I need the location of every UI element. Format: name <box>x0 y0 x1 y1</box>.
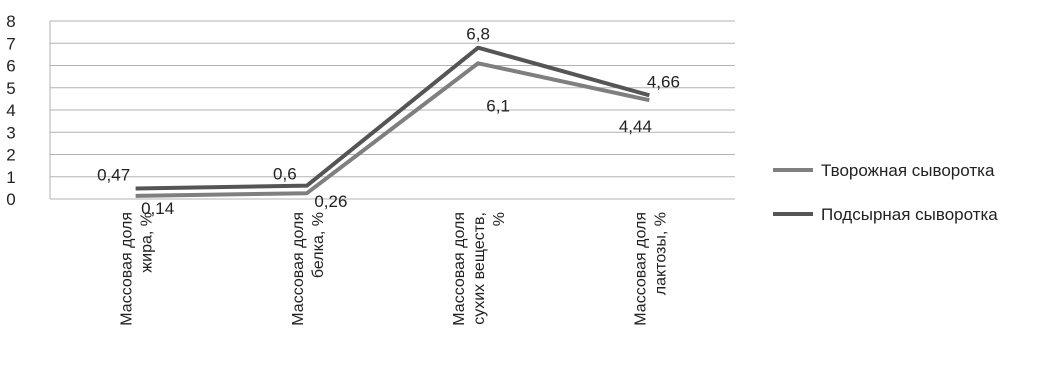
y-tick-label: 5 <box>6 79 15 98</box>
y-tick-label: 7 <box>6 34 15 53</box>
series-line-2 <box>135 45 650 191</box>
y-tick-label: 6 <box>6 57 15 76</box>
data-label: 6,8 <box>466 25 490 44</box>
y-tick-label: 3 <box>6 123 15 142</box>
x-tick-label: сухих веществ, <box>471 212 488 325</box>
y-tick-label: 4 <box>6 101 15 120</box>
x-category-label: Массовая доля сухих веществ,% <box>451 212 508 326</box>
x-category-label: Массовая доля лактозы, % <box>632 212 669 326</box>
x-tick-label: жира, % <box>139 212 156 273</box>
data-label: 0,47 <box>97 166 130 185</box>
data-label: 6,1 <box>486 96 510 115</box>
x-tick-label: белка, % <box>310 212 327 278</box>
series-line-1 <box>135 61 650 198</box>
data-label: 4,66 <box>647 72 680 91</box>
data-label: 0,6 <box>273 165 297 184</box>
x-tick-label: лактозы, % <box>652 212 669 295</box>
x-category-label: Массовая доля жира, % <box>119 212 156 326</box>
x-tick-label: Массовая доля <box>632 212 649 326</box>
legend-label: Творожная сыворотка <box>821 161 995 180</box>
x-tick-label: % <box>491 212 508 226</box>
data-label: 4,44 <box>619 117 652 136</box>
y-tick-label: 1 <box>6 168 15 187</box>
data-label: 0,14 <box>141 199 174 218</box>
y-tick-label: 2 <box>6 146 15 165</box>
y-tick-label: 8 <box>6 12 15 31</box>
legend-label: Подсырная сыворотка <box>821 205 998 224</box>
x-tick-label: Массовая доля <box>451 212 468 326</box>
x-category-label: Массовая доля белка, % <box>290 212 327 326</box>
y-tick-label: 0 <box>6 190 15 209</box>
data-label: 0,26 <box>314 192 347 211</box>
x-tick-label: Массовая доля <box>119 212 136 326</box>
x-tick-label: Массовая доля <box>290 212 307 326</box>
